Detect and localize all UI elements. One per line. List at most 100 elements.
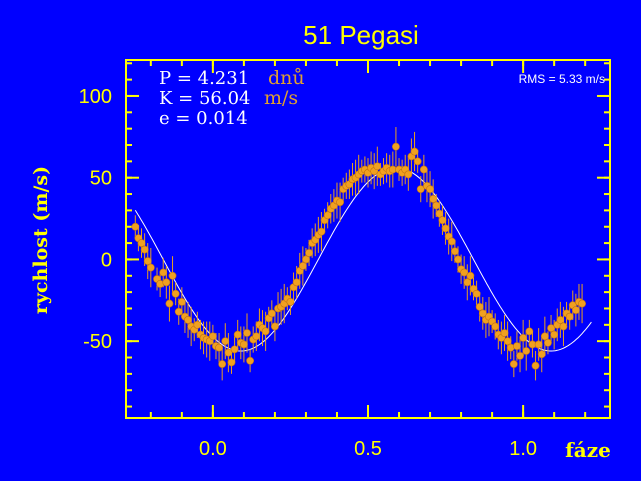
data-marker	[454, 255, 462, 264]
data-point	[177, 287, 186, 317]
data-marker	[392, 142, 400, 151]
data-marker	[246, 356, 255, 365]
data-marker	[171, 289, 180, 298]
data-marker	[475, 302, 484, 311]
data-marker	[165, 299, 174, 308]
data-point	[388, 151, 397, 188]
period-label: P = 4.231	[159, 68, 249, 89]
x-tick-label: 1.0	[509, 438, 537, 460]
data-point	[224, 332, 233, 373]
data-marker	[317, 227, 326, 236]
data-point	[140, 233, 149, 266]
data-marker	[271, 322, 279, 331]
data-point	[267, 300, 276, 327]
data-marker	[416, 185, 425, 194]
y-tick-label: -50	[83, 331, 112, 353]
axis-ticks: 0.0 0.5 1.0 -50 0 50 100	[79, 60, 610, 460]
data-marker	[146, 263, 155, 272]
data-marker	[578, 299, 586, 308]
data-marker	[441, 224, 450, 233]
amplitude-label: K = 56.04	[159, 88, 251, 109]
data-marker	[544, 338, 552, 347]
data-marker	[267, 309, 276, 318]
data-marker	[302, 255, 310, 264]
data-point	[143, 243, 152, 280]
data-marker	[162, 278, 171, 287]
data-marker	[450, 247, 459, 256]
data-marker	[168, 271, 177, 280]
data-marker	[565, 312, 574, 321]
data-marker	[298, 262, 307, 270]
data-marker	[323, 211, 332, 220]
data-point	[171, 282, 180, 306]
data-marker	[193, 320, 202, 329]
data-marker	[472, 289, 481, 298]
data-marker	[174, 307, 183, 316]
data-point	[137, 228, 146, 258]
data-marker	[509, 360, 518, 368]
data-point	[305, 239, 313, 266]
data-marker	[435, 209, 444, 218]
data-point	[540, 316, 549, 356]
data-point	[218, 347, 227, 381]
data-point	[168, 256, 177, 296]
data-marker	[500, 329, 509, 337]
data-marker	[534, 340, 543, 349]
data-point	[419, 154, 428, 185]
data-point	[413, 149, 422, 173]
data-marker	[571, 306, 580, 315]
data-marker	[466, 271, 475, 280]
data-marker	[491, 322, 500, 331]
x-tick-label: 0.0	[199, 438, 227, 460]
data-point	[525, 319, 534, 343]
data-marker	[419, 165, 428, 174]
x-tick-label: 0.5	[354, 438, 382, 460]
data-marker	[426, 185, 434, 194]
data-marker	[261, 327, 270, 336]
data-marker	[373, 162, 382, 171]
data-marker	[221, 337, 230, 346]
period-unit: dnů	[268, 67, 305, 89]
data-marker	[215, 343, 223, 352]
data-point	[544, 331, 552, 355]
data-marker	[531, 361, 540, 370]
data-marker	[447, 237, 456, 246]
data-marker	[137, 239, 146, 247]
data-point	[500, 315, 509, 351]
y-tick-label: 50	[90, 168, 112, 190]
data-marker	[503, 337, 512, 346]
data-point	[243, 313, 251, 353]
data-marker	[230, 345, 239, 354]
data-point	[286, 288, 295, 316]
data-marker	[516, 351, 524, 360]
data-marker	[513, 342, 521, 350]
data-point	[447, 221, 456, 262]
data-marker	[227, 358, 236, 367]
data-points-layer	[131, 127, 586, 381]
data-marker	[438, 216, 447, 225]
data-point	[472, 280, 481, 307]
data-point	[416, 176, 425, 203]
data-marker	[233, 330, 242, 339]
y-tick-label: 0	[101, 249, 112, 271]
data-point	[463, 264, 472, 301]
data-marker	[559, 322, 568, 331]
data-point	[478, 297, 487, 330]
data-marker	[208, 332, 217, 341]
data-point	[410, 131, 419, 172]
data-point	[227, 350, 236, 374]
data-marker	[292, 278, 301, 287]
data-marker	[177, 298, 186, 306]
data-point	[246, 349, 255, 373]
data-marker	[184, 316, 192, 324]
data-marker	[432, 201, 441, 210]
data-marker	[159, 268, 168, 277]
data-point	[146, 247, 155, 288]
data-marker	[286, 298, 295, 306]
x-axis-label: fáze	[565, 438, 611, 462]
data-point	[373, 146, 382, 186]
data-point	[165, 285, 174, 322]
data-marker	[522, 347, 531, 355]
amplitude-unit: m/s	[264, 87, 298, 109]
